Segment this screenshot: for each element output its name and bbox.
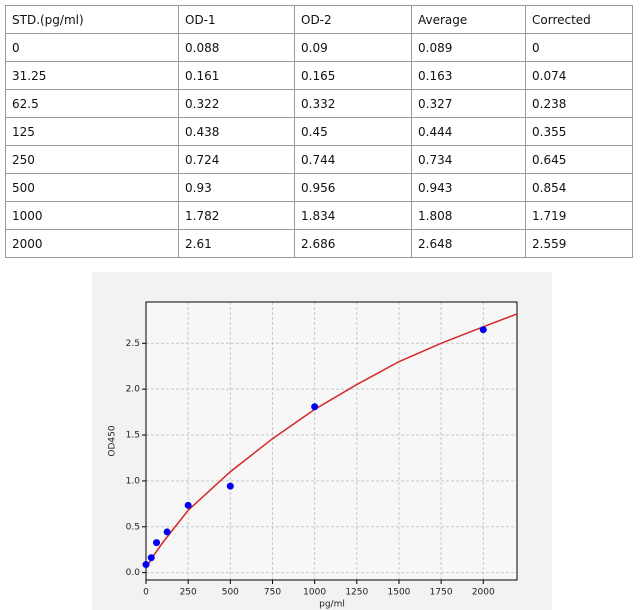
- x-tick-label: 1500: [388, 588, 411, 598]
- y-tick-label: 1.5: [126, 431, 140, 441]
- y-tick-label: 0.5: [126, 522, 140, 532]
- cell: 0.645: [525, 145, 633, 174]
- cell: 0: [5, 33, 179, 62]
- cell: 2.648: [411, 229, 526, 258]
- data-point: [163, 528, 171, 536]
- cell: Corrected: [525, 5, 633, 34]
- x-tick-label: 1750: [430, 588, 453, 598]
- cell: 0.734: [411, 145, 526, 174]
- cell: 0.238: [525, 89, 633, 118]
- y-axis-label: OD450: [108, 425, 118, 456]
- table-row: 2000 2.61 2.686 2.648 2.559: [5, 229, 633, 258]
- fit-curve: [145, 313, 518, 569]
- cell: 0.161: [178, 61, 295, 90]
- cell: OD-1: [178, 5, 295, 34]
- cell: Average: [411, 5, 526, 34]
- table-row: 1000 1.782 1.834 1.808 1.719: [5, 201, 633, 230]
- cell: 0: [525, 33, 633, 62]
- cell: OD-2: [294, 5, 412, 34]
- cell: 0.09: [294, 33, 412, 62]
- cell: 0.438: [178, 117, 295, 146]
- table-row: 0 0.088 0.09 0.089 0: [5, 33, 633, 62]
- standards-table: STD.(pg/ml) OD-1 OD-2 Average Corrected 0 0.08…: [5, 5, 633, 258]
- x-tick-label: 1250: [345, 588, 368, 598]
- data-point: [147, 554, 155, 562]
- x-tick-label: 500: [222, 588, 239, 598]
- cell: 31.25: [5, 61, 179, 90]
- data-point: [184, 501, 192, 509]
- cell: 0.163: [411, 61, 526, 90]
- cell: 2.686: [294, 229, 412, 258]
- cell: STD.(pg/ml): [5, 5, 179, 34]
- cell: 0.089: [411, 33, 526, 62]
- table-row: 62.5 0.322 0.332 0.327 0.238: [5, 89, 633, 118]
- plot-area: [146, 302, 517, 580]
- cell: 0.93: [178, 173, 295, 202]
- cell: 2000: [5, 229, 179, 258]
- table-row: 31.25 0.161 0.165 0.163 0.074: [5, 61, 633, 90]
- cell: 250: [5, 145, 179, 174]
- data-point: [311, 403, 319, 411]
- y-tick-label: 2.0: [126, 385, 141, 395]
- table-row: 500 0.93 0.956 0.943 0.854: [5, 173, 633, 202]
- data-point: [479, 326, 487, 334]
- x-tick-label: 2000: [472, 588, 495, 598]
- cell: 0.943: [411, 173, 526, 202]
- cell: 0.355: [525, 117, 633, 146]
- x-tick-label: 1000: [303, 588, 326, 598]
- cell: 1.782: [178, 201, 295, 230]
- data-point: [153, 539, 161, 547]
- cell: 0.744: [294, 145, 412, 174]
- x-axis-label: pg/ml: [319, 600, 345, 610]
- cell: 1.719: [525, 201, 633, 230]
- cell: 1.808: [411, 201, 526, 230]
- plot-frame: [145, 301, 518, 581]
- cell: 2.61: [178, 229, 295, 258]
- cell: 0.088: [178, 33, 295, 62]
- cell: 1.834: [294, 201, 412, 230]
- cell: 0.444: [411, 117, 526, 146]
- cell: 500: [5, 173, 179, 202]
- cell: 0.165: [294, 61, 412, 90]
- cell: 0.956: [294, 173, 412, 202]
- y-tick-label: 1.0: [126, 476, 141, 486]
- cell: 0.45: [294, 117, 412, 146]
- x-tick-label: 0: [143, 588, 149, 598]
- cell: 0.854: [525, 173, 633, 202]
- y-tick-label: 2.5: [126, 339, 140, 349]
- x-tick-label: 750: [264, 588, 281, 598]
- table-row: 125 0.438 0.45 0.444 0.355: [5, 117, 633, 146]
- cell: 125: [5, 117, 179, 146]
- y-tick-label: 0.0: [126, 568, 141, 578]
- x-tick-label: 250: [180, 588, 197, 598]
- cell: 0.332: [294, 89, 412, 118]
- cell: 0.322: [178, 89, 295, 118]
- header-row: STD.(pg/ml) OD-1 OD-2 Average Corrected: [5, 5, 633, 34]
- data-point: [142, 560, 150, 568]
- chart: pg/ml OD450 0 250 500 750 1000 1250 1500 1750 20…: [92, 272, 552, 610]
- cell: 1000: [5, 201, 179, 230]
- cell: 0.327: [411, 89, 526, 118]
- cell: 0.074: [525, 61, 633, 90]
- cell: 62.5: [5, 89, 179, 118]
- cell: 0.724: [178, 145, 295, 174]
- table-row: 250 0.724 0.744 0.734 0.645: [5, 145, 633, 174]
- cell: 2.559: [525, 229, 633, 258]
- data-point: [226, 482, 234, 490]
